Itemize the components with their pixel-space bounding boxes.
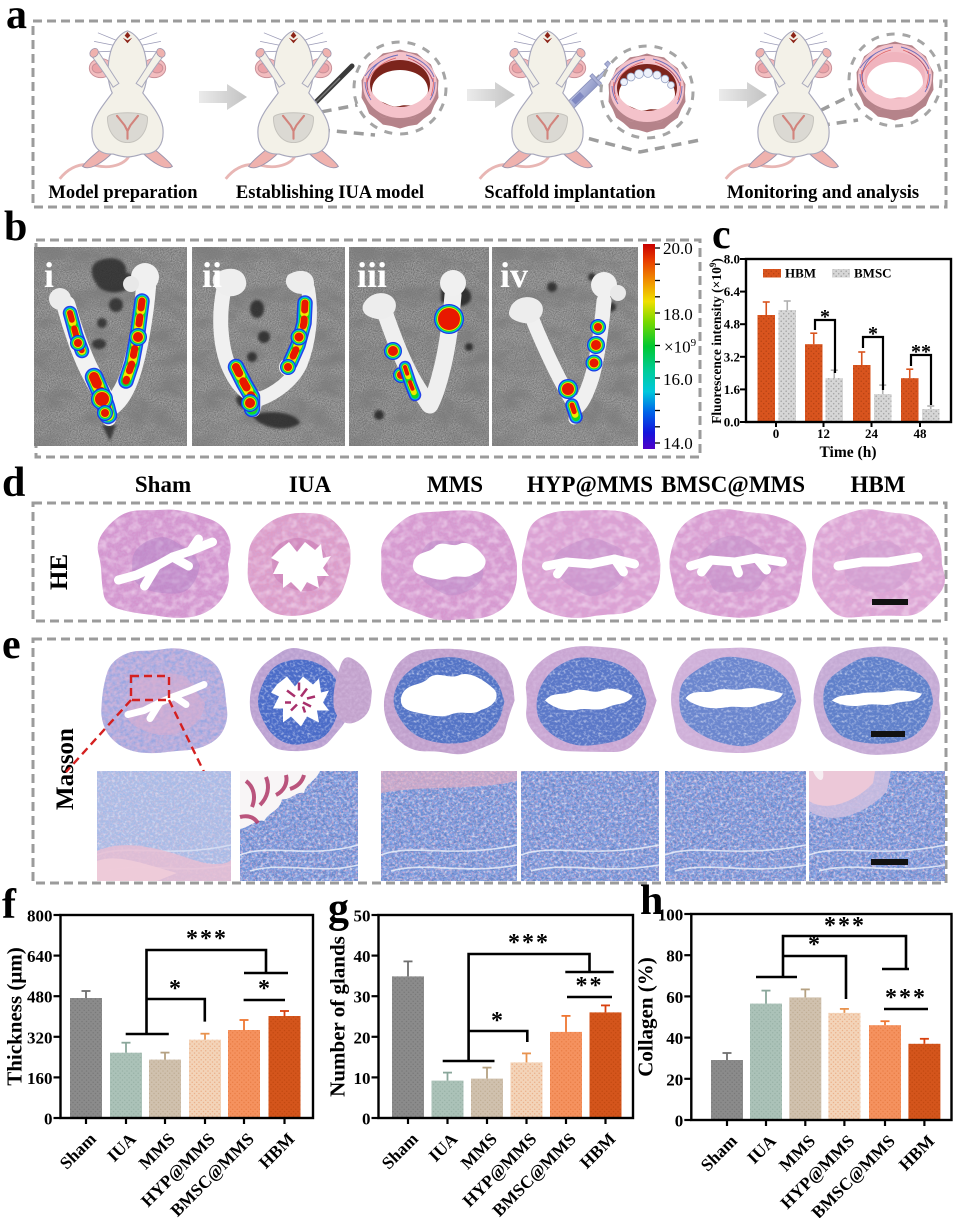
svg-text:60: 60 [666, 988, 683, 1007]
svg-text:0: 0 [773, 426, 780, 441]
svg-text:iv: iv [500, 255, 528, 295]
svg-text:*: * [491, 1008, 505, 1034]
svg-text:*: * [868, 323, 878, 345]
svg-text:Thickness (μm): Thickness (μm) [3, 947, 27, 1086]
svg-text:0: 0 [362, 1110, 371, 1129]
svg-text:50: 50 [354, 907, 371, 926]
svg-text:ii: ii [202, 255, 222, 295]
svg-text:0.0: 0.0 [724, 415, 740, 430]
svg-text:1.6: 1.6 [724, 382, 741, 397]
svg-text:4.8: 4.8 [724, 317, 741, 332]
svg-text:100: 100 [658, 906, 684, 925]
svg-text:**: ** [576, 973, 604, 999]
svg-text:480: 480 [27, 988, 53, 1007]
svg-text:***: *** [186, 926, 228, 952]
svg-text:i: i [44, 255, 54, 295]
svg-text:HBM: HBM [576, 1128, 620, 1172]
svg-text:20: 20 [666, 1070, 683, 1089]
svg-text:Collagen (%): Collagen (%) [633, 957, 657, 1077]
svg-text:*: * [808, 932, 822, 958]
svg-text:0: 0 [44, 1110, 53, 1129]
svg-text:Sham: Sham [55, 1128, 100, 1173]
svg-text:IUA: IUA [424, 1128, 461, 1165]
svg-text:*: * [258, 976, 272, 1002]
svg-text:iii: iii [357, 255, 387, 295]
svg-text:800: 800 [27, 907, 53, 926]
svg-text:Time (h): Time (h) [820, 444, 877, 461]
svg-text:*: * [820, 306, 830, 328]
svg-text:80: 80 [666, 947, 683, 966]
svg-text:Number of glands: Number of glands [326, 936, 350, 1097]
svg-text:Sham: Sham [377, 1128, 422, 1173]
svg-text:HBM: HBM [255, 1128, 299, 1172]
svg-text:6.4: 6.4 [724, 284, 741, 299]
svg-text:20: 20 [354, 1028, 371, 1047]
svg-text:48: 48 [914, 426, 928, 441]
svg-text:HBM: HBM [895, 1130, 939, 1174]
svg-text:160: 160 [27, 1069, 53, 1088]
svg-text:***: *** [885, 985, 927, 1011]
svg-text:10: 10 [354, 1069, 371, 1088]
svg-text:40: 40 [666, 1029, 683, 1048]
svg-text:3.2: 3.2 [724, 349, 740, 364]
svg-text:Fluorescence intensity (×109): Fluorescence intensity (×109) [708, 258, 724, 424]
svg-text:40: 40 [354, 947, 371, 966]
svg-text:**: ** [911, 341, 931, 363]
svg-text:24: 24 [865, 426, 879, 441]
svg-text:HBM: HBM [785, 266, 816, 281]
svg-text:8.0: 8.0 [724, 252, 740, 267]
svg-text:***: *** [824, 913, 866, 939]
svg-text:30: 30 [354, 988, 371, 1007]
svg-text:640: 640 [27, 947, 53, 966]
svg-text:320: 320 [27, 1028, 53, 1047]
svg-text:Sham: Sham [696, 1130, 741, 1175]
svg-text:12: 12 [817, 426, 830, 441]
svg-text:*: * [169, 976, 183, 1002]
svg-text:***: *** [508, 930, 550, 956]
svg-text:BMSC: BMSC [854, 266, 892, 281]
svg-text:0: 0 [675, 1112, 684, 1131]
